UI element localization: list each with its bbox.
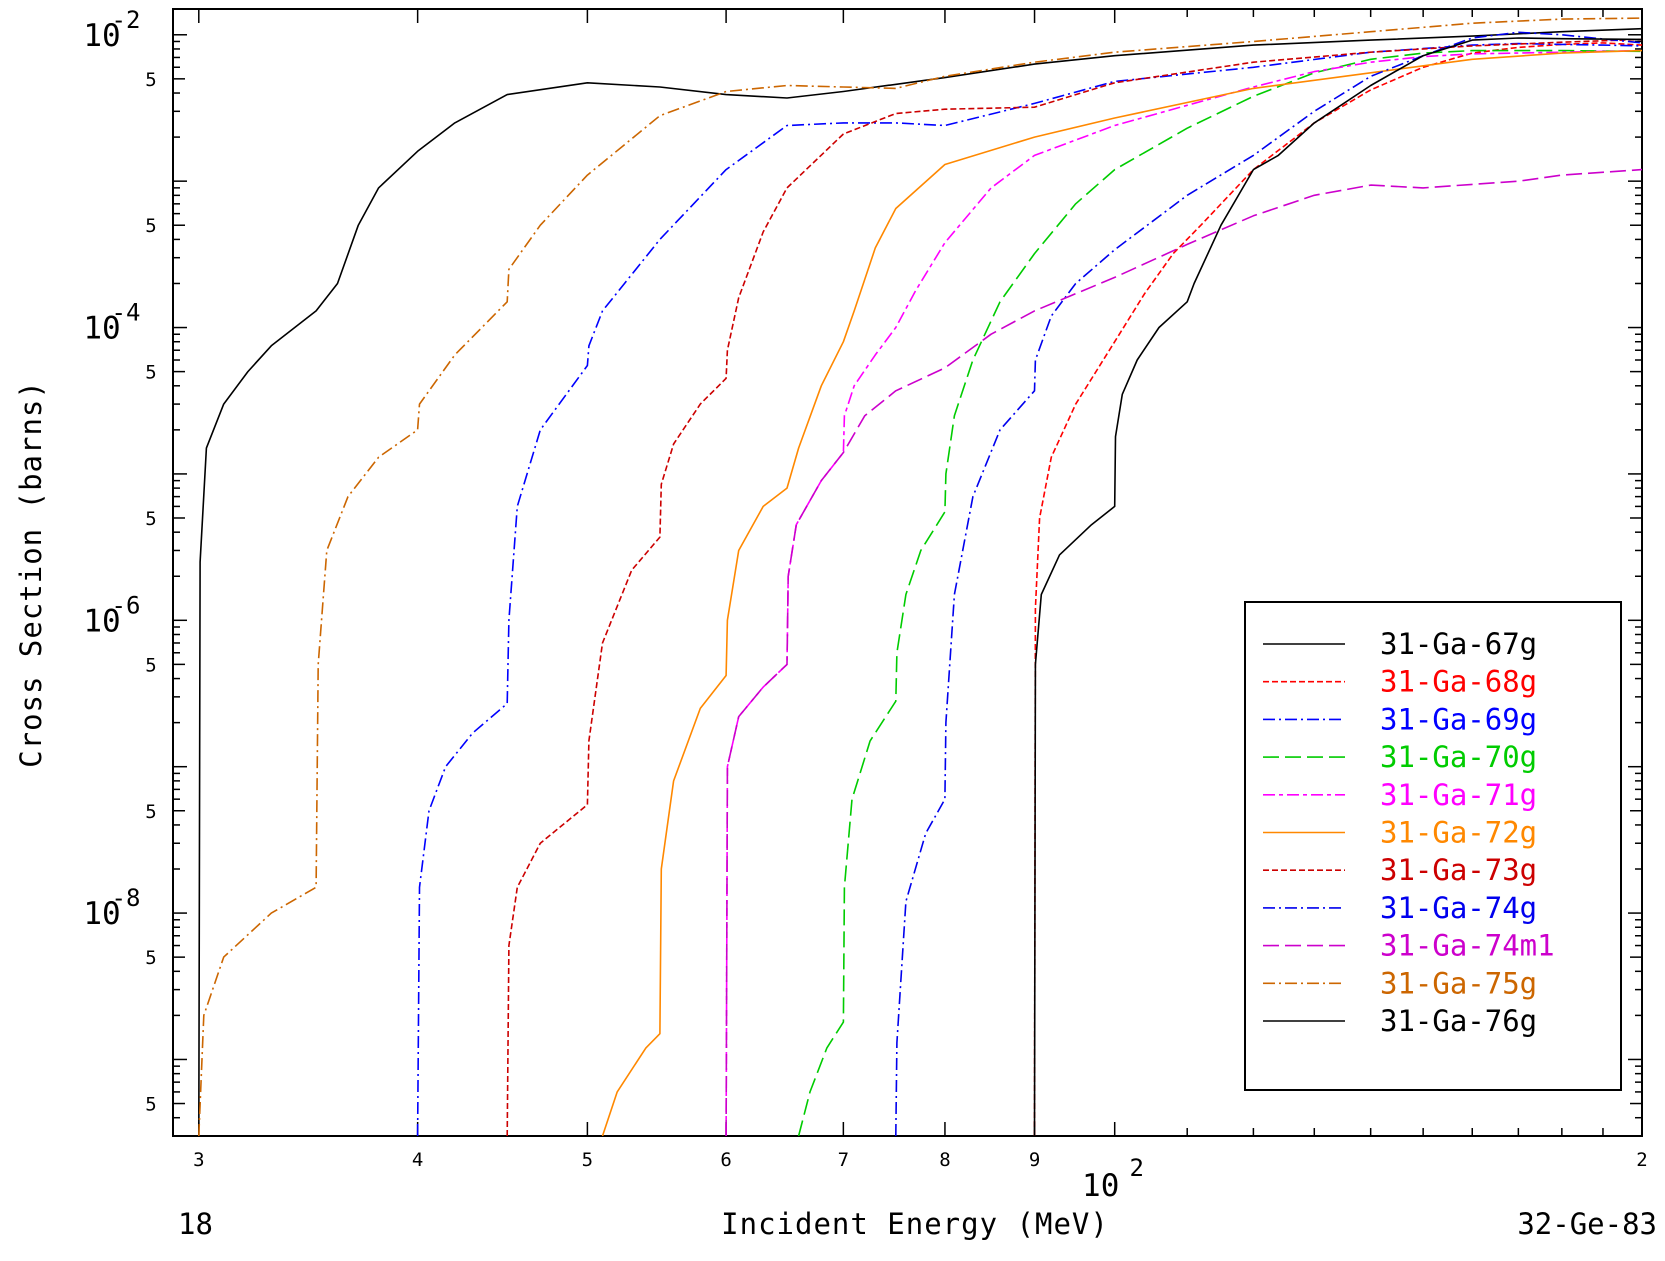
legend-label: 31-Ga-69g [1380, 702, 1537, 736]
x-tick-label: 5 [582, 1149, 593, 1171]
legend-label: 31-Ga-75g [1380, 966, 1537, 1000]
x-tick-label: 6 [720, 1149, 731, 1171]
y-five-label: 5 [145, 1094, 156, 1116]
y-axis-title: Cross Section (barns) [14, 380, 48, 768]
y-five-label: 5 [145, 654, 156, 676]
y-decade-exponent: -6 [112, 591, 141, 619]
y-five-label: 5 [145, 947, 156, 969]
legend-label: 31-Ga-71g [1380, 778, 1537, 812]
y-five-label: 5 [145, 69, 156, 91]
axis-ticks [173, 9, 1643, 1137]
legend-label: 31-Ga-70g [1380, 740, 1537, 774]
legend-label: 31-Ga-76g [1380, 1004, 1537, 1038]
y-five-label: 5 [145, 801, 156, 823]
x-tick-label: 8 [939, 1149, 950, 1171]
legend-label: 31-Ga-74g [1380, 891, 1537, 925]
y-decade-exponent: -2 [112, 6, 141, 34]
corner-left-label: 18 [178, 1207, 213, 1241]
x-decade-mantissa: 10 [1082, 1168, 1119, 1204]
series-line-31-ga-74m1 [725, 168, 1642, 1136]
series-line-31-ga-70g [797, 49, 1642, 1136]
series-line-31-ga-69g [416, 42, 1642, 1136]
legend-label: 31-Ga-67g [1380, 627, 1537, 661]
series-line-31-ga-72g [601, 49, 1642, 1136]
corner-right-label: 32-Ge-83 [1517, 1207, 1657, 1241]
plot-frame [172, 8, 1643, 1137]
legend-label: 31-Ga-73g [1380, 853, 1537, 887]
series-line-31-ga-76g [1033, 37, 1642, 1136]
series-line-31-ga-67g [198, 27, 1642, 1136]
y-decade-mantissa: 10 [83, 311, 120, 347]
series-lines [198, 17, 1642, 1136]
series-line-31-ga-73g [506, 38, 1642, 1136]
legend-label: 31-Ga-74m1 [1380, 929, 1555, 963]
legend-box [1244, 601, 1622, 1091]
legend-label: 31-Ga-68g [1380, 665, 1537, 699]
x-tick-label: 4 [412, 1149, 423, 1171]
x-decade-exponent: 2 [1129, 1154, 1143, 1182]
x-tick-label: 2 [1636, 1149, 1647, 1171]
x-tick-label: 3 [193, 1149, 204, 1171]
x-tick-label: 9 [1029, 1149, 1040, 1171]
x-tick-label: 7 [838, 1149, 849, 1171]
y-five-label: 5 [145, 215, 156, 237]
y-decade-exponent: -4 [112, 299, 141, 327]
y-decade-mantissa: 10 [83, 18, 120, 54]
y-five-label: 5 [145, 508, 156, 530]
legend-label: 31-Ga-72g [1380, 816, 1537, 850]
y-decade-mantissa: 10 [83, 896, 120, 932]
y-decade-mantissa: 10 [83, 603, 120, 639]
series-line-31-ga-68g [1033, 42, 1642, 1136]
x-axis-title: Incident Energy (MeV) [721, 1207, 1109, 1241]
y-five-label: 5 [145, 362, 156, 384]
series-line-31-ga-75g [198, 17, 1642, 1136]
y-decade-exponent: -8 [112, 884, 141, 912]
